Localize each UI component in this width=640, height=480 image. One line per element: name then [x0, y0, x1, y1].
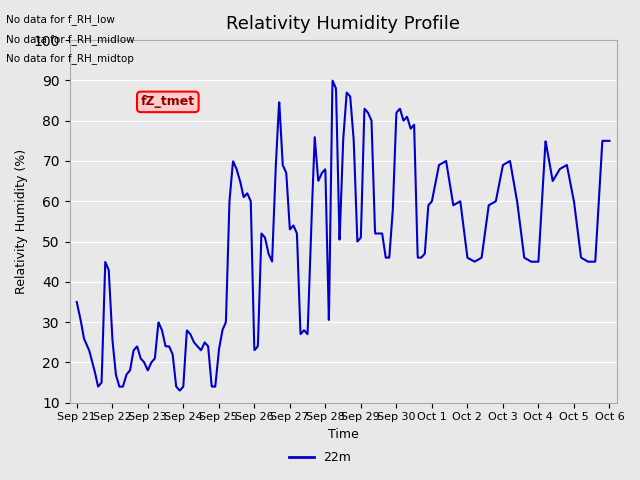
X-axis label: Time: Time: [328, 428, 358, 441]
Legend: 22m: 22m: [284, 446, 356, 469]
Text: fZ_tmet: fZ_tmet: [141, 96, 195, 108]
Y-axis label: Relativity Humidity (%): Relativity Humidity (%): [15, 149, 28, 294]
Text: No data for f_RH_low: No data for f_RH_low: [6, 14, 115, 25]
Text: No data for f_RH_midlow: No data for f_RH_midlow: [6, 34, 135, 45]
Title: Relativity Humidity Profile: Relativity Humidity Profile: [226, 15, 460, 33]
Text: No data for f_RH_midtop: No data for f_RH_midtop: [6, 53, 134, 64]
